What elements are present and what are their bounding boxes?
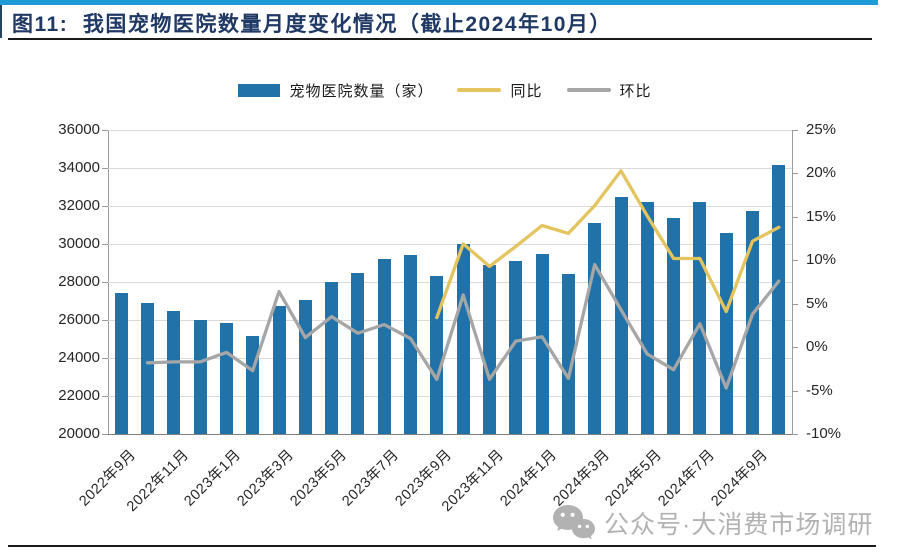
left-tick (102, 282, 108, 283)
bar (746, 210, 760, 434)
bar (167, 311, 181, 434)
left-axis-tick-label: 34000 (58, 159, 100, 176)
right-axis-tick-label: 0% (806, 338, 828, 355)
left-tick (102, 168, 108, 169)
bar (140, 302, 154, 434)
left-axis-tick-label: 28000 (58, 273, 100, 290)
gridline (108, 244, 792, 245)
right-axis-tick-label: 5% (806, 295, 828, 312)
mom-line (145, 262, 781, 390)
bar (509, 261, 523, 434)
chart-legend: 宠物医院数量（家） 同比 环比 (0, 80, 904, 100)
legend-item-mom-line: 环比 (566, 80, 652, 101)
legend-label: 环比 (619, 82, 652, 100)
legend-item-yoy-line: 同比 (457, 80, 542, 101)
right-axis-tick-label: 25% (806, 121, 837, 138)
right-axis-tick-label: -10% (806, 425, 842, 442)
right-axis-line (792, 130, 793, 435)
gridline (108, 130, 792, 131)
bar-series-swatch (238, 83, 281, 97)
right-tick (792, 260, 798, 261)
bar (377, 259, 391, 434)
gridline (108, 320, 792, 321)
left-axis-tick-label: 24000 (58, 349, 100, 366)
right-tick (792, 347, 798, 348)
bar (351, 273, 365, 434)
line-series (145, 169, 781, 390)
plot-area (108, 130, 792, 435)
yoy-line (435, 169, 781, 320)
gridline (108, 206, 792, 207)
watermark-text: 公众号·大消费市场调研 (604, 511, 874, 539)
left-tick (102, 206, 108, 207)
left-axis-tick-label: 22000 (58, 387, 100, 404)
left-tick (102, 320, 108, 321)
bar (667, 218, 681, 434)
right-tick (792, 130, 798, 131)
left-tick (102, 358, 108, 359)
figure-top-accent-bar (0, 0, 878, 5)
left-tick (102, 434, 108, 435)
bar (272, 305, 286, 434)
right-tick (792, 217, 798, 218)
yoy-line-swatch (457, 88, 502, 92)
left-border-sliver (0, 5, 2, 38)
left-tick (102, 244, 108, 245)
left-axis-tick-label: 26000 (58, 311, 100, 328)
right-axis-tick-label: -5% (806, 382, 833, 399)
left-axis-tick-label: 36000 (58, 121, 100, 138)
wechat-icon (553, 505, 595, 540)
legend-label: 宠物医院数量（家） (289, 82, 434, 100)
figure-title: 图11: 我国宠物医院数量月度变化情况（截止2024年10月） (12, 13, 612, 36)
right-tick (792, 173, 798, 174)
bar (404, 255, 418, 434)
legend-item-bar-series: 宠物医院数量（家） (238, 80, 433, 101)
left-axis-tick-label: 30000 (58, 235, 100, 252)
gridline (108, 358, 792, 359)
bar (219, 322, 233, 434)
bar (114, 293, 128, 434)
gridline (108, 168, 792, 169)
bottom-rule (8, 545, 876, 547)
left-axis-tick-label: 32000 (58, 197, 100, 214)
right-axis-tick-label: 15% (806, 208, 837, 225)
left-tick (102, 396, 108, 397)
watermark: 公众号·大消费市场调研 (552, 503, 873, 543)
gridline (108, 396, 792, 397)
title-underline (8, 38, 872, 40)
bar (640, 202, 654, 434)
right-tick (792, 391, 798, 392)
right-axis-tick-label: 10% (806, 251, 837, 268)
bar (193, 320, 207, 434)
right-tick (792, 304, 798, 305)
left-tick (102, 130, 108, 131)
bar (456, 244, 470, 434)
bar (430, 276, 444, 434)
bar (535, 254, 549, 434)
right-tick (792, 434, 798, 435)
bar (482, 264, 496, 434)
legend-label: 同比 (510, 82, 543, 100)
bar (614, 197, 628, 434)
gridline (108, 434, 792, 435)
left-axis-tick-label: 20000 (58, 425, 100, 442)
bar (772, 165, 786, 434)
bar (561, 274, 575, 434)
mom-line-swatch (566, 88, 611, 92)
right-axis-tick-label: 20% (806, 164, 837, 181)
